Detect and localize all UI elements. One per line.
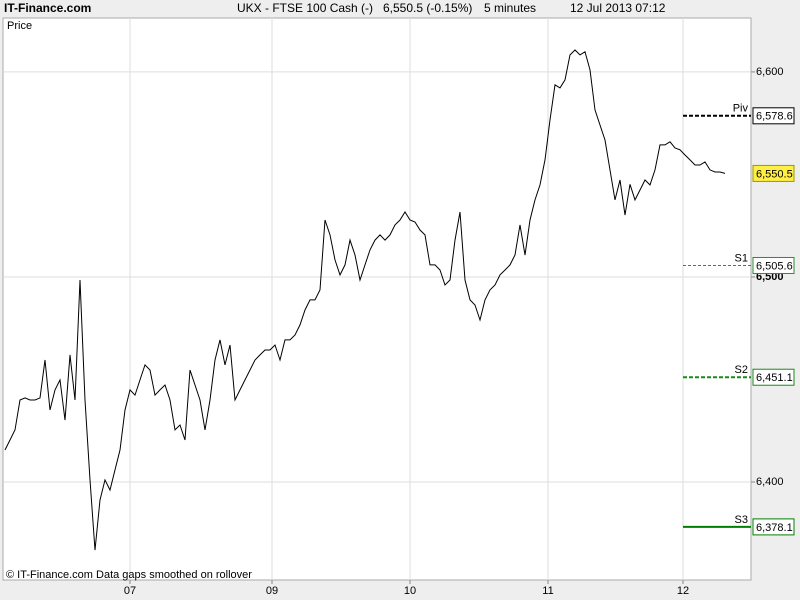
x-tick-label: 10 — [404, 585, 416, 597]
x-tick-label: 09 — [266, 585, 278, 597]
level-value-label: 6,378.1 — [756, 522, 793, 534]
source: IT-Finance.com — [4, 1, 91, 15]
level-value-box — [752, 107, 795, 125]
footer: © IT-Finance.com Data gaps smoothed on r… — [6, 569, 252, 581]
level-label: S2 — [735, 364, 748, 376]
last-price-label: 6,550.5 — [756, 168, 793, 180]
x-tick-label: 07 — [124, 585, 136, 597]
level-value-label: 6,505.6 — [756, 260, 793, 272]
y-axis-label: Price — [7, 20, 32, 32]
level-label: Piv — [733, 103, 749, 115]
chart-title: UKX - FTSE 100 Cash (-) — [237, 1, 373, 15]
y-tick-label: 6,400 — [756, 476, 784, 488]
x-tick-label: 11 — [542, 585, 553, 597]
plot-area — [2, 17, 752, 581]
level-value-box — [752, 256, 795, 274]
level-value-box — [752, 368, 795, 386]
quote: 6,550.5 (-0.15%) — [383, 1, 472, 15]
level-value-label: 6,451.1 — [756, 372, 793, 384]
y-tick-label: 6,600 — [756, 66, 784, 78]
level-label: S3 — [735, 514, 748, 526]
level-value-label: 6,578.6 — [756, 111, 793, 123]
last-price-box — [752, 164, 795, 182]
price-line — [4, 49, 726, 551]
grid — [3, 18, 751, 580]
x-tick-label: 12 — [677, 585, 689, 597]
interval: 5 minutes — [484, 1, 536, 15]
level-label: S1 — [735, 252, 748, 264]
timestamp: 12 Jul 2013 07:12 — [570, 1, 666, 15]
level-value-box — [752, 518, 795, 536]
